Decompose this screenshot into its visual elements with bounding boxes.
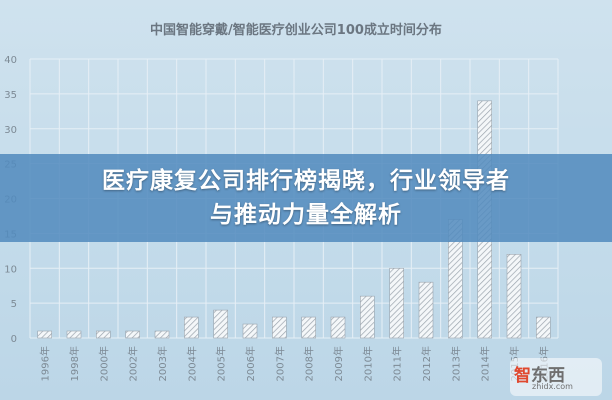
x-tick-label: 2013年 (449, 346, 462, 381)
x-tick-label: 1996年 (39, 346, 52, 381)
y-tick-label: 10 (4, 264, 17, 275)
bar-2004年 (184, 316, 199, 339)
x-tick-label: 2000年 (97, 346, 110, 381)
x-tick-label: 2003年 (156, 346, 169, 381)
x-tick-label: 2012年 (420, 346, 433, 381)
watermark-logo-text: 智东西 (514, 361, 565, 386)
bar-2006年 (242, 323, 258, 339)
bar-2008年 (301, 316, 316, 339)
bar-2011年 (389, 267, 404, 339)
y-tick-label: 0 (11, 334, 17, 345)
x-tick-label: 1998年 (68, 346, 81, 381)
x-tick-label: 2004年 (185, 346, 198, 381)
chart-title: 中国智能穿戴/智能医疗创业公司100成立时间分布 (150, 22, 442, 38)
bar-2002年 (125, 330, 140, 339)
bar-2000年 (96, 330, 111, 339)
bar-2016年 (536, 316, 551, 339)
x-tick-label: 2014年 (479, 346, 492, 381)
headline-banner: 医疗康复公司排行榜揭晓，行业领导者 与推动力量全解析 (0, 154, 612, 242)
x-axis: 1996年 1998年 2000年 2002年 2003年 2004年 2005年 2006年… (39, 346, 551, 381)
y-tick-label: 35 (4, 90, 17, 101)
bar-2003年 (154, 330, 170, 339)
x-tick-label: 2011年 (391, 346, 404, 381)
x-tick-label: 2008年 (303, 346, 316, 381)
y-tick-label: 30 (4, 125, 17, 136)
y-tick-label: 40 (4, 55, 17, 66)
watermark-logo-accent: 智 (514, 366, 531, 386)
bar-2012年 (418, 281, 434, 339)
bar-2005年 (213, 309, 228, 339)
x-tick-label: 2007年 (273, 346, 286, 381)
watermark-logo-rest: 东西 (531, 366, 565, 386)
bar-2007年 (272, 316, 287, 339)
watermark-url: zhidx.com (532, 382, 573, 391)
x-tick-label: 2005年 (215, 346, 228, 381)
bar-2015年 (506, 254, 522, 339)
y-tick-label: 5 (11, 299, 17, 310)
bar-2010年 (360, 295, 375, 339)
headline-line-1: 医疗康复公司排行榜揭晓，行业领导者 (102, 168, 510, 194)
bar-1998年 (66, 330, 82, 339)
watermark-logo: 智东西 zhidx.com (510, 358, 602, 396)
x-tick-label: 2009年 (332, 346, 345, 381)
x-tick-label: 2002年 (127, 346, 140, 381)
headline-line-2: 与推动力量全解析 (210, 202, 402, 228)
x-tick-label: 2006年 (244, 346, 257, 381)
bar-1996年 (37, 330, 52, 339)
x-tick-label: 2010年 (361, 346, 374, 381)
bar-2009年 (330, 316, 346, 339)
